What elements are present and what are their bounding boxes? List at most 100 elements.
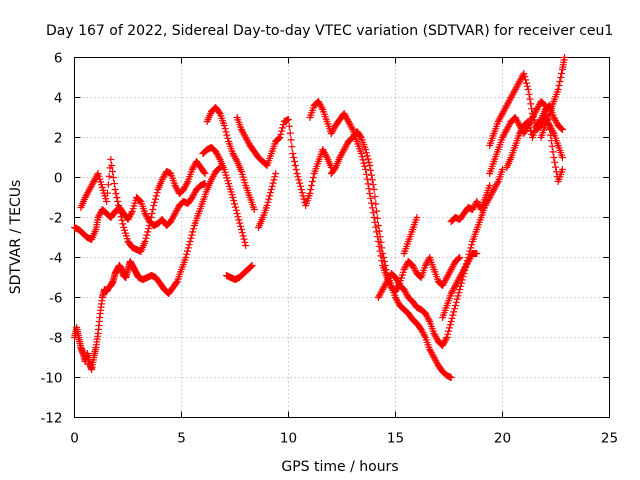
data-point	[433, 334, 441, 342]
data-point	[212, 148, 220, 155]
data-point	[115, 206, 123, 213]
data-point	[285, 122, 293, 130]
data-point	[299, 192, 307, 200]
data-point	[189, 225, 197, 233]
data-point	[276, 134, 284, 141]
series-arc-3	[77, 156, 209, 255]
series-arc-12	[400, 214, 421, 257]
data-point	[292, 166, 300, 173]
data-point	[491, 184, 499, 192]
data-point	[308, 178, 316, 185]
data-point	[509, 90, 517, 98]
data-point	[416, 273, 424, 281]
data-point	[297, 186, 305, 193]
data-point	[403, 290, 411, 298]
data-point	[376, 290, 384, 298]
data-point	[444, 272, 452, 280]
data-point	[372, 200, 380, 208]
data-point	[296, 179, 304, 187]
y-tick-label: -4	[49, 251, 62, 267]
data-point	[84, 189, 92, 197]
data-point	[361, 162, 369, 170]
data-point	[342, 142, 350, 150]
data-point	[527, 127, 535, 135]
data-point	[322, 152, 330, 160]
data-point	[521, 73, 529, 81]
data-point	[392, 274, 399, 281]
data-point	[523, 82, 531, 90]
chart-title: Day 167 of 2022, Sidereal Day-to-day VTE…	[46, 23, 613, 39]
data-point	[558, 154, 566, 161]
data-point	[549, 148, 557, 156]
data-point	[339, 147, 347, 155]
data-point	[450, 285, 458, 293]
data-point	[527, 100, 535, 108]
data-point	[378, 244, 386, 252]
data-point	[144, 228, 152, 236]
series-arc-13	[439, 250, 481, 321]
data-point	[503, 102, 511, 109]
data-point	[136, 197, 144, 205]
data-point	[183, 250, 191, 258]
data-point	[174, 205, 182, 213]
data-point	[439, 280, 447, 288]
data-point	[419, 329, 427, 337]
data-point	[153, 189, 161, 197]
data-point	[382, 266, 390, 273]
data-point	[498, 111, 506, 119]
data-point	[135, 196, 143, 204]
series-arc-1	[71, 180, 209, 243]
data-point	[317, 102, 325, 110]
data-point	[413, 214, 421, 221]
data-point	[446, 321, 454, 329]
x-tick-label: 20	[494, 431, 511, 447]
data-point	[547, 137, 555, 145]
data-point	[546, 131, 554, 139]
data-point	[185, 241, 193, 249]
series-arc-2	[71, 164, 224, 373]
data-point	[231, 154, 239, 162]
data-point	[268, 182, 276, 190]
series-arc-5	[199, 144, 250, 249]
data-point	[148, 210, 156, 217]
data-point	[430, 354, 438, 361]
data-point	[362, 146, 370, 153]
data-point	[240, 235, 248, 243]
data-point	[86, 184, 94, 192]
data-point	[235, 216, 243, 224]
data-point	[378, 287, 386, 295]
data-point	[308, 182, 316, 189]
data-point	[517, 74, 525, 82]
data-point	[277, 130, 285, 138]
data-point	[555, 82, 563, 89]
data-point	[264, 198, 272, 206]
data-point	[222, 128, 230, 136]
data-point	[265, 195, 273, 203]
data-point	[511, 114, 519, 121]
data-point	[119, 220, 127, 228]
data-point	[183, 179, 191, 187]
data-point	[380, 258, 388, 265]
data-point	[376, 233, 384, 241]
data-point	[237, 222, 245, 230]
data-point	[439, 342, 447, 349]
data-point	[453, 295, 461, 303]
data-point	[495, 116, 503, 124]
data-point	[237, 126, 245, 133]
data-point	[290, 154, 298, 161]
data-point	[118, 216, 126, 224]
data-point	[469, 204, 477, 212]
data-point	[300, 195, 308, 203]
data-point	[424, 314, 432, 322]
data-point	[379, 250, 387, 257]
x-tick-label: 5	[177, 431, 186, 447]
data-point	[473, 198, 481, 205]
data-point	[173, 206, 181, 214]
data-point	[188, 166, 196, 173]
data-point	[183, 247, 191, 255]
data-point	[440, 338, 448, 346]
data-point	[410, 265, 418, 273]
data-point	[82, 192, 90, 200]
data-point	[147, 214, 155, 221]
data-point	[485, 195, 493, 203]
